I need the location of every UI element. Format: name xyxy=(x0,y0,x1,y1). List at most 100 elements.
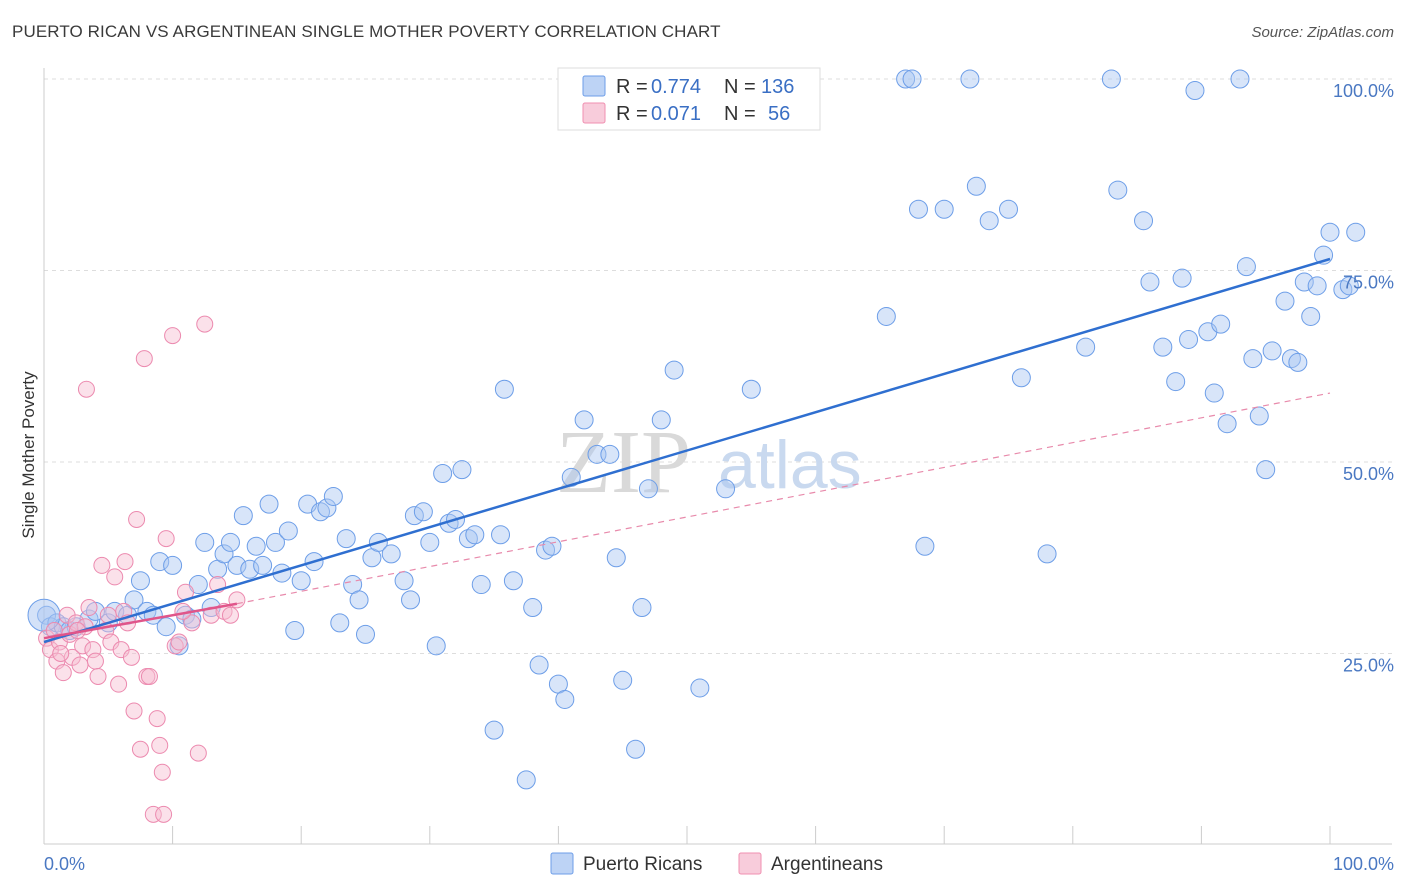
puerto-ricans-point xyxy=(632,598,652,618)
argentineans-point xyxy=(74,637,92,655)
x-tick-label: 100.0% xyxy=(1333,854,1394,874)
argentineans-point xyxy=(135,350,153,368)
chart-source: Source: ZipAtlas.com xyxy=(1251,24,1394,41)
argentineans-point xyxy=(189,744,207,762)
stats-legend-box xyxy=(557,67,821,131)
puerto-ricans-point xyxy=(1101,69,1121,89)
stats-legend: R = 0.774 N = 136 R = 0.071 N = 56 xyxy=(557,67,821,131)
puerto-ricans-point xyxy=(1288,352,1308,372)
x-tick-labels: 0.0% 100.0% xyxy=(44,854,1394,874)
puerto-ricans-point xyxy=(356,624,375,644)
argentineans-point xyxy=(77,380,95,398)
puerto-ricans-point xyxy=(1153,337,1173,357)
legend-r-value-1: 0.774 xyxy=(651,76,701,98)
puerto-ricans-point xyxy=(169,636,189,656)
puerto-ricans-point xyxy=(960,69,980,89)
puerto-ricans-point xyxy=(233,506,253,526)
puerto-ricans-point xyxy=(278,521,298,541)
puerto-ricans-point xyxy=(195,532,215,552)
chart-title: PUERTO RICAN VS ARGENTINEAN SINGLE MOTHE… xyxy=(12,22,721,41)
puerto-ricans-point xyxy=(902,69,922,89)
puerto-ricans-point xyxy=(1140,272,1160,292)
argentineans-point xyxy=(116,553,134,571)
puerto-ricans-point xyxy=(1301,306,1321,326)
puerto-ricans-point xyxy=(163,555,183,575)
watermark-atlas: atlas xyxy=(718,427,862,503)
argentineans-point xyxy=(144,805,162,823)
puerto-ricans-point xyxy=(381,544,401,564)
argentineans-point xyxy=(131,740,149,758)
puerto-ricans-point xyxy=(317,498,337,518)
puerto-ricans-point xyxy=(452,460,472,480)
puerto-ricans-point xyxy=(574,410,594,430)
series-legend: Puerto Ricans Argentineans xyxy=(550,852,883,875)
series-argentineans-points xyxy=(38,315,246,823)
puerto-ricans-point xyxy=(124,590,144,610)
puerto-ricans-point xyxy=(433,463,453,483)
series-puerto-ricans-points xyxy=(27,69,1366,790)
puerto-ricans-point xyxy=(1262,341,1282,361)
puerto-ricans-point xyxy=(1320,222,1340,242)
puerto-ricans-point xyxy=(1339,276,1359,296)
puerto-ricans-point xyxy=(1230,69,1250,89)
puerto-ricans-point xyxy=(529,655,549,675)
puerto-ricans-point xyxy=(265,532,285,552)
puerto-ricans-point xyxy=(188,575,208,595)
legend-label-puerto-ricans: Puerto Ricans xyxy=(583,854,702,875)
puerto-ricans-point xyxy=(253,555,273,575)
legend-n-label-1: N = xyxy=(724,76,756,98)
puerto-ricans-point xyxy=(1108,180,1128,200)
puerto-ricans-point xyxy=(979,211,999,231)
argentineans-point xyxy=(71,656,89,674)
puerto-ricans-point xyxy=(690,678,710,698)
argentineans-point xyxy=(164,327,182,345)
argentineans-point xyxy=(54,664,72,682)
argentineans-point xyxy=(128,510,146,528)
puerto-ricans-point xyxy=(330,613,350,633)
legend-r-label-1: R = xyxy=(616,76,648,98)
puerto-ricans-point xyxy=(1346,222,1366,242)
puerto-ricans-point xyxy=(664,360,684,380)
puerto-ricans-point xyxy=(491,525,511,545)
puerto-ricans-point xyxy=(401,590,421,610)
trend-line-puerto-ricans xyxy=(43,257,1331,644)
argentineans-point xyxy=(183,614,201,632)
argentineans-point xyxy=(221,606,239,624)
puerto-ricans-point xyxy=(741,379,761,399)
argentineans-point xyxy=(106,568,124,586)
puerto-ricans-point xyxy=(471,575,491,595)
puerto-ricans-point xyxy=(285,621,305,641)
puerto-ricans-point xyxy=(1249,406,1269,426)
trend-line-argentineans-extension xyxy=(236,392,1331,605)
puerto-ricans-point xyxy=(227,555,247,575)
argentineans-point xyxy=(196,315,214,333)
puerto-ricans-point xyxy=(999,199,1018,219)
puerto-ricans-point xyxy=(626,739,646,759)
watermark-zip: ZIP xyxy=(556,413,691,512)
trend-line-argentineans xyxy=(43,602,238,640)
puerto-ricans-point xyxy=(484,720,504,740)
legend-swatch-argentineans xyxy=(738,852,762,875)
argentineans-point xyxy=(125,702,143,720)
puerto-ricans-point xyxy=(220,532,240,552)
puerto-ricans-point xyxy=(896,69,916,89)
axes xyxy=(43,68,1392,845)
puerto-ricans-point xyxy=(1179,329,1199,349)
argentineans-point xyxy=(93,556,111,574)
puerto-ricans-point xyxy=(651,410,671,430)
argentineans-point xyxy=(140,667,158,685)
puerto-ricans-point xyxy=(1211,314,1231,334)
puerto-ricans-point xyxy=(1134,211,1154,231)
legend-n-value-2: 56 xyxy=(768,103,790,125)
y-tick-label: 25.0% xyxy=(1343,656,1394,676)
puerto-ricans-point xyxy=(542,536,562,556)
puerto-ricans-point xyxy=(613,670,633,690)
puerto-ricans-point xyxy=(1256,460,1276,480)
y-tick-label: 75.0% xyxy=(1343,273,1394,293)
puerto-ricans-point xyxy=(561,467,581,487)
argentineans-point xyxy=(170,633,188,651)
puerto-ricans-point xyxy=(555,689,575,709)
puerto-ricans-point xyxy=(130,571,150,591)
legend-n-label-2: N = xyxy=(724,103,756,125)
puerto-ricans-point xyxy=(1294,272,1314,292)
